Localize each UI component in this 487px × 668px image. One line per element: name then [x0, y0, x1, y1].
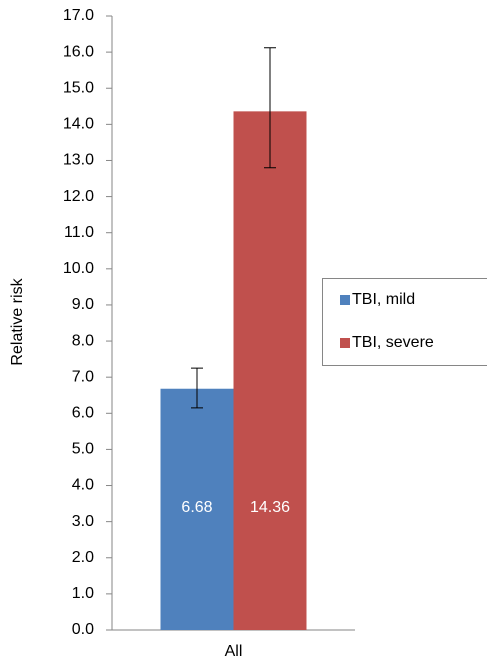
- legend-swatch: [340, 295, 350, 305]
- y-tick-label: 0.0: [72, 621, 94, 638]
- y-tick-label: 3.0: [72, 513, 94, 530]
- bar: [160, 388, 234, 630]
- y-tick-label: 1.0: [72, 585, 94, 602]
- y-tick-label: 16.0: [63, 43, 94, 60]
- legend-swatch: [340, 338, 350, 348]
- data-label: 6.68: [181, 499, 212, 516]
- y-tick-label: 10.0: [63, 260, 94, 277]
- legend-label: TBI, severe: [352, 334, 434, 351]
- legend-box: [322, 278, 487, 366]
- bar: [233, 111, 307, 630]
- y-tick-label: 15.0: [63, 79, 94, 96]
- y-tick-label: 7.0: [72, 368, 94, 385]
- y-tick-label: 4.0: [72, 477, 94, 494]
- x-tick-label: All: [225, 643, 243, 660]
- y-tick-label: 8.0: [72, 332, 94, 349]
- y-tick-label: 17.0: [63, 7, 94, 24]
- y-tick-label: 13.0: [63, 152, 94, 169]
- y-tick-label: 5.0: [72, 441, 94, 458]
- data-label: 14.36: [250, 499, 290, 516]
- legend-label: TBI, mild: [352, 291, 415, 308]
- y-axis-label: Relative risk: [9, 277, 26, 365]
- y-tick-label: 11.0: [64, 224, 94, 241]
- error-bar: [264, 47, 276, 169]
- error-bar: [191, 367, 203, 409]
- y-tick-label: 6.0: [72, 405, 94, 422]
- y-tick-label: 9.0: [72, 296, 94, 313]
- y-tick-label: 2.0: [72, 549, 94, 566]
- y-tick-label: 14.0: [63, 116, 94, 133]
- y-tick-label: 12.0: [63, 188, 94, 205]
